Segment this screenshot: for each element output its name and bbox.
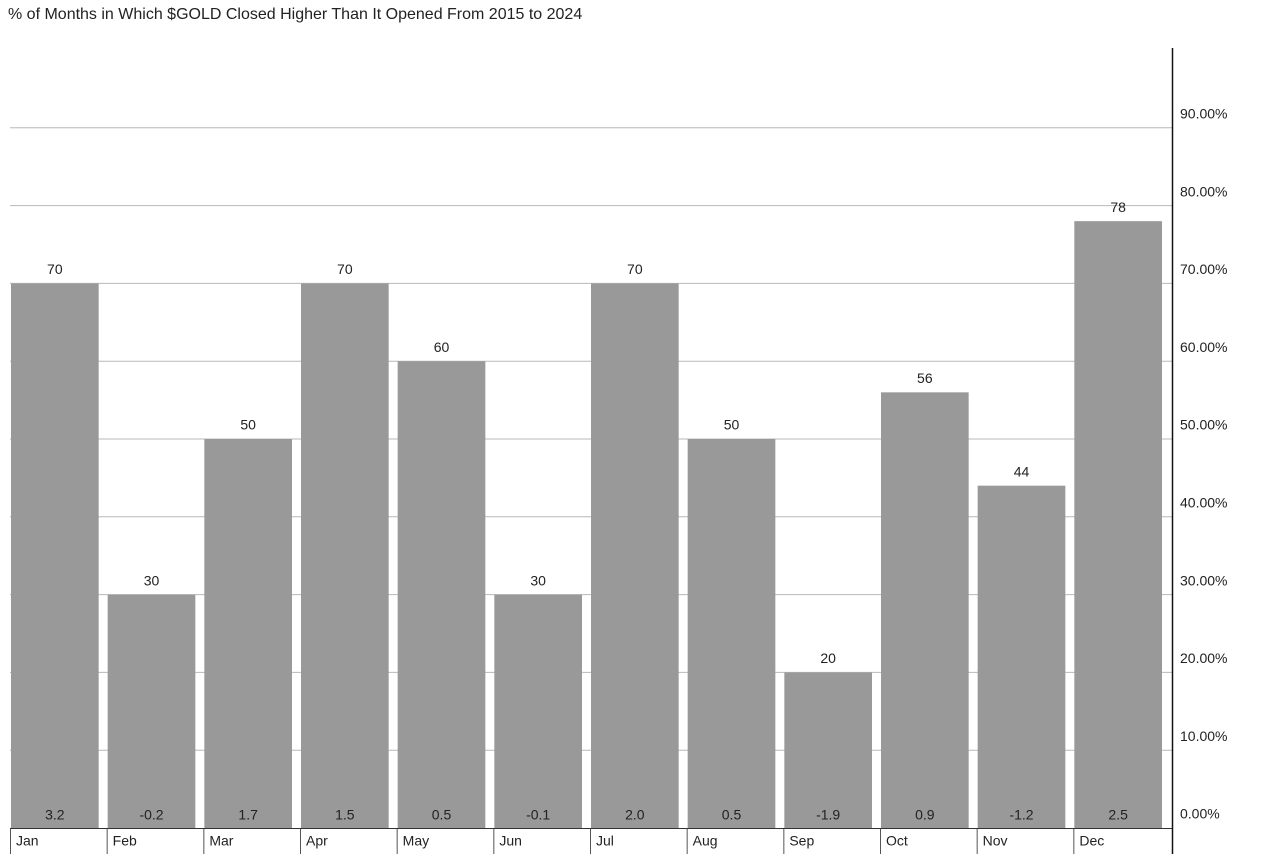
- x-tick-label: Jan: [16, 833, 39, 849]
- x-tick-label: Apr: [306, 833, 328, 849]
- y-tick-label: 40.00%: [1180, 495, 1227, 511]
- bar: [11, 283, 99, 828]
- bar: [1074, 221, 1162, 828]
- data-label: 78: [1110, 199, 1126, 215]
- annotation: 1.7: [238, 807, 258, 823]
- annotation: -1.9: [816, 807, 840, 823]
- x-tick-label: Sep: [789, 833, 814, 849]
- annotation: 0.5: [432, 807, 452, 823]
- y-tick-label: 30.00%: [1180, 572, 1227, 588]
- x-tick-label: Jul: [596, 833, 614, 849]
- x-tick-label: Oct: [886, 833, 908, 849]
- x-tick-label: May: [403, 833, 429, 849]
- bar: [107, 594, 196, 828]
- bar: [397, 361, 486, 828]
- bar: [301, 283, 389, 828]
- y-tick-label: 60.00%: [1180, 339, 1227, 355]
- bar: [977, 485, 1066, 828]
- annotation: -0.1: [526, 807, 550, 823]
- data-label: 70: [47, 261, 63, 277]
- annotation: 2.5: [1108, 807, 1128, 823]
- bar: [591, 283, 679, 828]
- y-tick-label: 70.00%: [1180, 261, 1227, 277]
- chart-title: % of Months in Which $GOLD Closed Higher…: [8, 6, 582, 23]
- data-label: 20: [820, 650, 836, 666]
- bar: [494, 594, 582, 828]
- y-tick-label: 50.00%: [1180, 417, 1227, 433]
- bar: [687, 439, 776, 828]
- data-label: 70: [627, 261, 643, 277]
- data-label: 56: [917, 370, 933, 386]
- x-tick-label: Dec: [1079, 833, 1104, 849]
- y-tick-label: 10.00%: [1180, 728, 1227, 744]
- y-tick-label: 80.00%: [1180, 183, 1227, 199]
- annotation: -0.2: [139, 807, 163, 823]
- bar: [784, 672, 872, 828]
- data-label: 30: [144, 572, 160, 588]
- annotation: 0.9: [915, 807, 935, 823]
- bar: [204, 439, 292, 828]
- annotation: 0.5: [722, 807, 742, 823]
- data-label: 60: [434, 339, 450, 355]
- x-tick-label: Jun: [499, 833, 522, 849]
- annotation: 1.5: [335, 807, 355, 823]
- x-tick-label: Aug: [693, 833, 718, 849]
- data-label: 70: [337, 261, 353, 277]
- data-label: 30: [530, 572, 546, 588]
- data-label: 50: [724, 417, 740, 433]
- y-tick-label: 20.00%: [1180, 650, 1227, 666]
- x-tick-label: Nov: [983, 833, 1008, 849]
- y-tick-label: 0.00%: [1180, 806, 1220, 822]
- annotation: -1.2: [1009, 807, 1033, 823]
- x-tick-label: Mar: [209, 833, 233, 849]
- x-tick-label: Feb: [113, 833, 137, 849]
- data-label: 50: [240, 417, 256, 433]
- data-label: 44: [1014, 463, 1030, 479]
- annotation: 3.2: [45, 807, 65, 823]
- y-tick-label: 90.00%: [1180, 106, 1227, 122]
- bar: [881, 392, 969, 828]
- annotation: 2.0: [625, 807, 645, 823]
